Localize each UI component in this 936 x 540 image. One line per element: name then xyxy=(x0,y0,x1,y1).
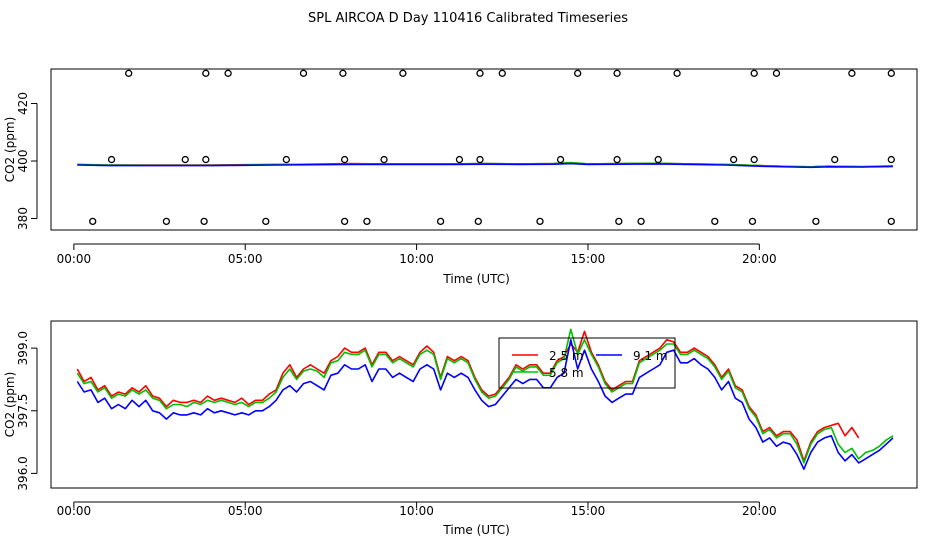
figure-title: SPL AIRCOA D Day 110416 Calibrated Times… xyxy=(308,11,628,26)
x-axis-label: Time (UTC) xyxy=(442,523,509,537)
y-axis-label: CO2 (ppm) xyxy=(3,372,17,438)
data-point xyxy=(202,155,210,164)
x-tick-label: 15:00 xyxy=(571,252,606,266)
series-line-9-1-m xyxy=(77,162,894,169)
data-point xyxy=(654,155,662,164)
x-tick-label: 10:00 xyxy=(399,504,434,518)
series-line-2-5-m xyxy=(76,330,860,462)
data-point xyxy=(202,69,210,77)
data-point xyxy=(498,69,506,77)
data-point xyxy=(299,69,308,77)
y-axis-label: CO2 (ppm) xyxy=(3,117,17,183)
data-point xyxy=(125,69,133,77)
data-point xyxy=(887,155,895,164)
y-tick-label: 397.5 xyxy=(16,394,30,428)
y-tick-label: 380 xyxy=(16,207,30,230)
data-point xyxy=(339,69,347,77)
data-point xyxy=(262,217,270,226)
data-point xyxy=(750,69,758,77)
data-point xyxy=(474,217,482,226)
x-tick-label: 00:00 xyxy=(57,252,92,266)
legend: 2.5 m 5.8 m 9.1 m xyxy=(498,337,676,389)
legend-label: 2.5 m xyxy=(549,349,584,363)
x-tick-label: 20:00 xyxy=(742,252,777,266)
data-point xyxy=(848,69,856,77)
panel-top: 00:00 05:00 10:00 15:00 20:00 Time (UTC) 380 40… xyxy=(3,68,918,286)
x-tick-label: 05:00 xyxy=(228,252,263,266)
x-tick-label: 00:00 xyxy=(57,504,92,518)
data-point xyxy=(162,217,171,226)
data-point xyxy=(637,217,645,226)
data-point xyxy=(615,217,623,226)
y-tick-label: 400 xyxy=(16,150,30,173)
data-point xyxy=(831,155,839,164)
x-tick-label: 05:00 xyxy=(228,504,263,518)
data-point xyxy=(89,217,97,226)
data-point xyxy=(574,69,582,77)
legend-label: 9.1 m xyxy=(633,349,668,363)
data-point xyxy=(282,155,291,164)
data-point xyxy=(455,155,464,164)
panel-bottom: 00:00 05:00 10:00 15:00 20:00 Time (UTC) 396.0… xyxy=(3,320,918,537)
data-point xyxy=(711,217,719,226)
legend-box xyxy=(498,337,676,389)
x-tick-label: 20:00 xyxy=(742,504,777,518)
y-tick-label: 420 xyxy=(16,92,30,115)
data-point xyxy=(380,155,388,164)
data-point xyxy=(772,69,781,77)
data-point xyxy=(107,155,116,164)
data-point xyxy=(224,69,232,77)
x-axis-label: Time (UTC) xyxy=(442,272,509,286)
data-point xyxy=(436,217,445,226)
plot-frame xyxy=(50,68,918,231)
data-point xyxy=(340,217,349,226)
data-point xyxy=(200,217,208,226)
panels: 00:00 05:00 10:00 15:00 20:00 Time (UTC) 380 40… xyxy=(3,68,918,537)
series-line-9-1-m xyxy=(76,338,894,471)
y-tick-label: 399.0 xyxy=(16,331,30,365)
data-point xyxy=(399,69,407,77)
y-tick-label: 396.0 xyxy=(16,456,30,490)
plot-frame xyxy=(50,320,918,489)
series-line-5-8-m xyxy=(76,328,894,464)
data-point xyxy=(750,155,758,164)
data-point xyxy=(476,155,484,164)
data-point xyxy=(812,217,820,226)
data-point xyxy=(476,69,484,77)
data-point xyxy=(748,217,757,226)
data-point xyxy=(181,155,189,164)
data-point xyxy=(613,69,621,77)
x-tick-label: 15:00 xyxy=(571,504,606,518)
data-point xyxy=(340,155,349,164)
data-point xyxy=(729,155,738,164)
data-point xyxy=(363,217,371,226)
x-tick-label: 10:00 xyxy=(399,252,434,266)
legend-label: 5.8 m xyxy=(549,366,584,380)
data-point xyxy=(556,155,565,164)
data-point xyxy=(887,217,895,226)
data-point xyxy=(536,217,544,226)
data-point xyxy=(673,69,681,77)
data-point xyxy=(613,155,621,164)
data-point xyxy=(887,69,895,77)
